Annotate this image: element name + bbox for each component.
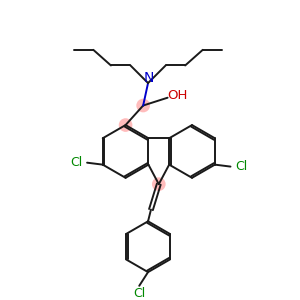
Text: Cl: Cl	[133, 287, 145, 300]
Text: Cl: Cl	[235, 160, 248, 173]
Text: Cl: Cl	[70, 156, 82, 169]
Circle shape	[136, 99, 150, 112]
Text: N: N	[144, 71, 154, 85]
Circle shape	[152, 177, 166, 191]
Text: OH: OH	[167, 89, 188, 102]
Circle shape	[119, 118, 132, 132]
